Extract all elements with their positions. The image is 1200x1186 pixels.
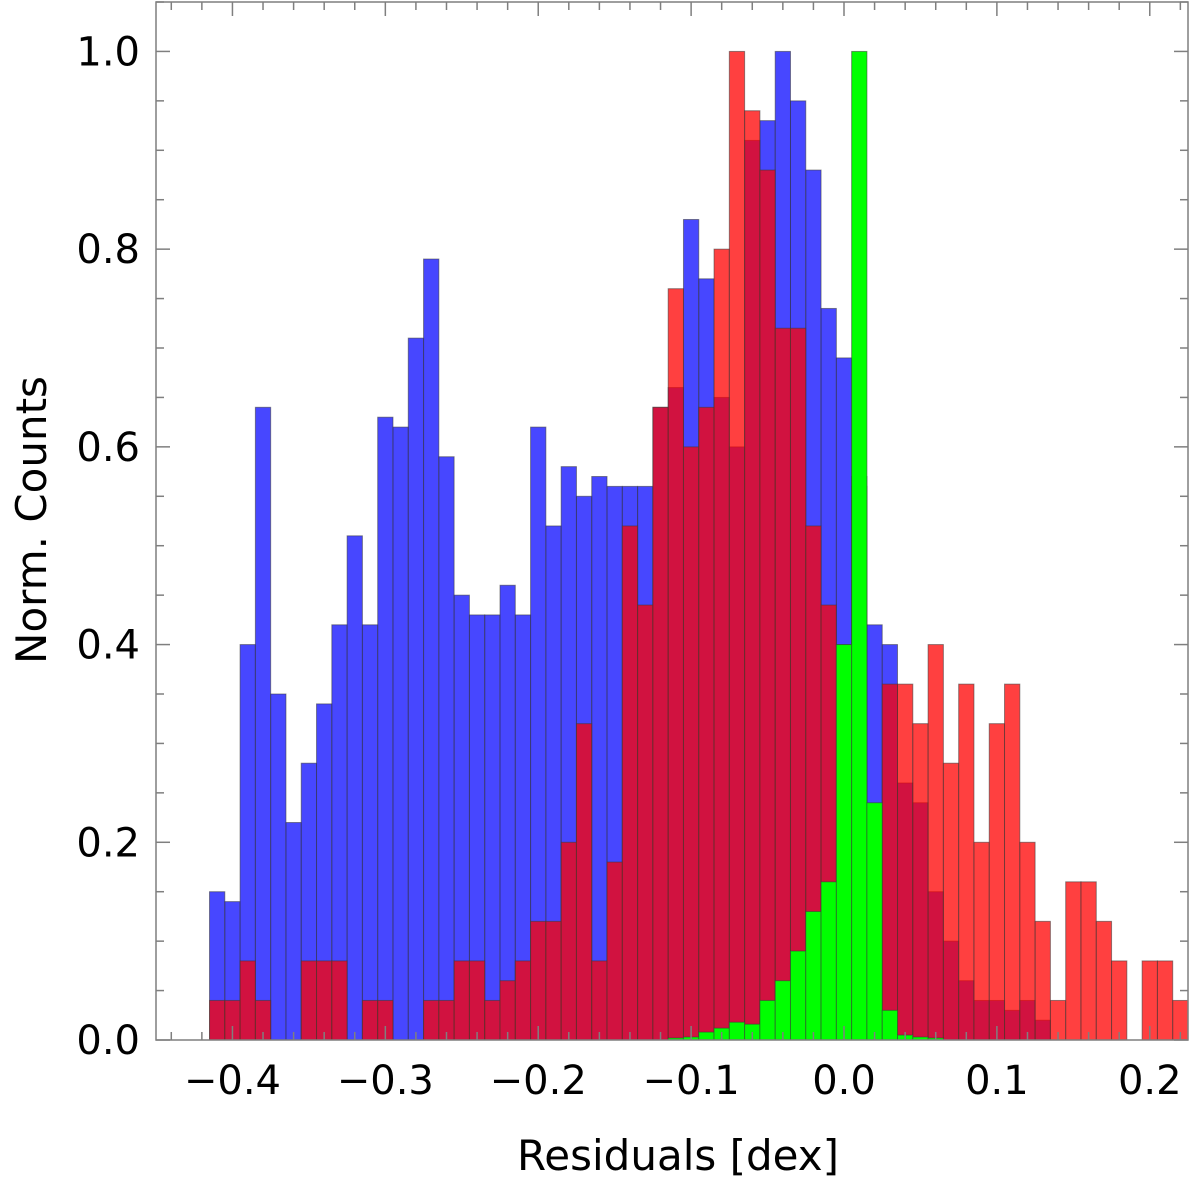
bar-blue [484,614,501,1041]
bar-red [713,248,730,1041]
bar-red [621,525,639,1041]
y-tick-label: 0.4 [76,623,140,669]
bar-blue [346,535,363,1041]
bar-green [866,802,883,1041]
bar-green [805,910,822,1041]
bar-red [453,960,470,1041]
bar-red [560,841,577,1041]
bar-red [1034,920,1051,1041]
y-tick-label: 0.2 [76,820,140,866]
bar-red [484,999,501,1041]
y-tick-label: 0.0 [76,1018,140,1064]
bar-blue [392,426,409,1041]
bar-red [331,960,348,1041]
bar-red [300,960,318,1041]
bar-blue [407,337,425,1041]
x-tick-label: 0.0 [812,1058,876,1104]
bar-red [1156,960,1174,1041]
bar-red [897,683,914,1041]
y-tick-label: 0.6 [76,425,140,471]
bar-red [1004,683,1021,1041]
bar-blue [377,416,394,1041]
y-tick-label: 0.8 [76,227,140,273]
bar-green [851,50,868,1041]
bar-red [881,683,899,1041]
bar-red [728,50,746,1041]
bar-red [637,604,654,1041]
bar-blue [254,406,272,1041]
bar-red [514,960,532,1041]
bar-red [209,999,226,1041]
bar-red [423,999,440,1041]
bar-red [774,327,791,1041]
bar-green [835,644,853,1041]
x-tick-label: 0.2 [1118,1058,1182,1104]
bar-green [759,999,776,1041]
bar-red [958,683,975,1041]
axis-ticks [156,1,1188,1041]
bar-red [591,960,608,1041]
bar-green [820,881,837,1041]
bar-red [606,861,623,1041]
bar-red [1019,841,1036,1041]
bar-red [927,644,944,1041]
bar-red [468,960,486,1041]
bar-blue [270,693,287,1041]
bar-red [744,110,761,1041]
x-tick-label: 0.1 [965,1058,1029,1104]
y-tick-label: 1.0 [76,29,140,75]
bar-red [1065,881,1082,1041]
bar-red [667,288,684,1041]
bar-red [1095,920,1113,1041]
bar-red [575,723,593,1041]
bar-blue [438,456,455,1041]
bar-red [912,723,929,1041]
bar-blue [423,258,440,1041]
bars-layer [209,50,1189,1041]
x-tick-label: −0.4 [184,1058,281,1104]
bar-red [361,999,379,1041]
x-tick-label: −0.2 [490,1058,587,1104]
frame-rect [155,1,1189,1041]
bar-red [1080,881,1097,1041]
bar-green [789,950,807,1041]
bar-red [682,446,700,1041]
bar-blue [285,822,302,1041]
bar-blue [591,476,608,1041]
plot-frame [155,1,1189,1041]
bar-red [942,762,960,1041]
tick-labels: −0.4 −0.3 −0.2 −0.1 0.0 0.1 0.2 0.0 0.2 0.4 0.6 0.8… [76,29,1181,1104]
bar-red [316,960,333,1041]
bar-red [698,406,715,1041]
bar-green [728,1021,746,1041]
bar-green [698,1031,715,1041]
bar-red [759,169,776,1041]
x-axis-title: Residuals [dex] [517,1131,839,1180]
bar-red [1111,960,1128,1041]
bar-red [545,920,562,1041]
bar-red [789,327,807,1041]
bar-red [652,406,669,1041]
bar-red [499,980,516,1041]
bar-red [988,723,1006,1041]
y-axis-title: Norm. Counts [7,376,56,664]
bar-green [881,1009,899,1041]
x-tick-label: −0.1 [643,1058,740,1104]
series-green [667,50,944,1041]
bar-red [530,920,547,1041]
bar-red [239,960,256,1041]
bar-red [973,841,990,1041]
bar-blue [361,624,379,1041]
x-tick-label: −0.3 [337,1058,434,1104]
bar-blue [499,584,516,1041]
bar-green [774,980,791,1041]
